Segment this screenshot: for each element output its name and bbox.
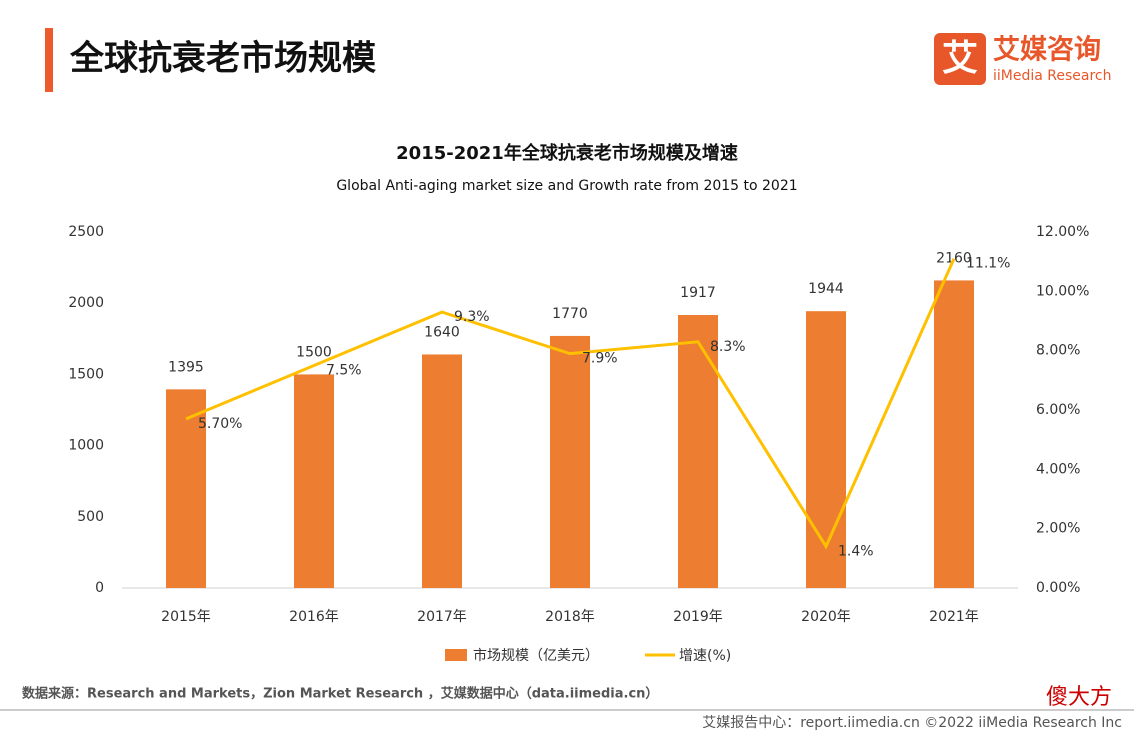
x-tick-label: 2016年 xyxy=(289,609,339,625)
y-tick-label: 1000 xyxy=(68,438,104,454)
y-tick-label: 500 xyxy=(77,509,104,525)
logo-cn: 艾媒咨询 xyxy=(993,34,1101,66)
line-value-label: 11.1% xyxy=(966,256,1010,272)
line xyxy=(185,258,956,550)
x-tick-label: 2015年 xyxy=(161,609,211,625)
x-tick-label: 2021年 xyxy=(929,609,979,625)
bar xyxy=(166,389,206,588)
bar-value-label: 1770 xyxy=(552,306,588,322)
watermark: 傻大方 xyxy=(1046,685,1112,710)
y2-tick-label: 0.00% xyxy=(1036,580,1080,596)
y2-tick-label: 2.00% xyxy=(1036,521,1080,537)
x-tick-label: 2019年 xyxy=(673,609,723,625)
x-tick-label: 2017年 xyxy=(417,609,467,625)
logo-en: iiMedia Research xyxy=(993,68,1112,84)
bar-value-label: 2160 xyxy=(936,250,972,266)
bar-value-label: 1500 xyxy=(296,344,332,360)
line-value-label: 5.70% xyxy=(198,416,242,432)
y-tick-label: 2500 xyxy=(68,224,104,240)
page-title: 全球抗衰老市场规模 xyxy=(69,39,376,79)
logo-box xyxy=(934,33,986,85)
y-tick-label: 2000 xyxy=(68,295,104,311)
bar xyxy=(678,315,718,588)
y2-tick-label: 4.00% xyxy=(1036,461,1080,477)
logo-icon: 艾 xyxy=(942,38,978,79)
source: 数据来源：Research and Markets，Zion Market Re… xyxy=(22,686,658,702)
line-value-label: 8.3% xyxy=(710,339,746,355)
y-tick-label: 1500 xyxy=(68,366,104,382)
bar xyxy=(550,335,590,588)
bar xyxy=(806,311,846,588)
line-value-label: 7.9% xyxy=(582,351,618,367)
legend-swatch xyxy=(445,649,467,661)
y2-tick-label: 10.00% xyxy=(1036,283,1089,299)
y2-tick-label: 6.00% xyxy=(1036,402,1080,418)
chart-title: 2015-2021年全球抗衰老市场规模及增速 xyxy=(396,142,738,164)
footer: 艾媒报告中心：report.iimedia.cn ©2022 iiMedia R… xyxy=(702,715,1122,731)
title-accent xyxy=(45,28,53,92)
bar xyxy=(934,280,974,588)
bar-value-label: 1944 xyxy=(808,281,844,297)
legend-label: 市场规模（亿美元） xyxy=(473,647,599,664)
y-tick-label: 0 xyxy=(95,580,104,596)
bar xyxy=(294,374,334,588)
bar-value-label: 1395 xyxy=(168,359,204,375)
x-tick-label: 2020年 xyxy=(801,609,851,625)
legend-label: 增速(%) xyxy=(679,648,731,664)
bar-value-label: 1640 xyxy=(424,324,460,340)
line-value-label: 9.3% xyxy=(454,309,490,325)
line-value-label: 1.4% xyxy=(838,543,874,559)
bar xyxy=(422,354,462,588)
chart-subtitle: Global Anti-aging market size and Growth… xyxy=(336,178,797,194)
y2-tick-label: 8.00% xyxy=(1036,343,1080,359)
y2-tick-label: 12.00% xyxy=(1036,224,1089,240)
x-tick-label: 2018年 xyxy=(545,609,595,625)
bar-value-label: 1917 xyxy=(680,285,716,301)
line-value-label: 7.5% xyxy=(326,363,362,379)
